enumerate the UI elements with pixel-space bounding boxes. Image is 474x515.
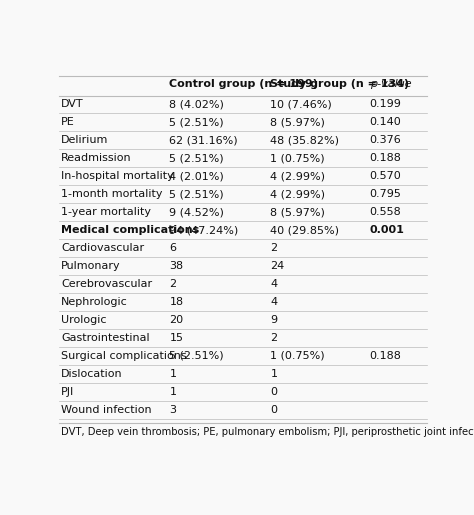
Text: 0.558: 0.558 (370, 207, 401, 217)
Text: 48 (35.82%): 48 (35.82%) (271, 135, 339, 145)
Text: 1: 1 (271, 369, 277, 379)
Text: Control group (n = 199): Control group (n = 199) (169, 78, 319, 89)
Text: In-hospital mortality: In-hospital mortality (61, 171, 174, 181)
Text: 5 (2.51%): 5 (2.51%) (169, 153, 224, 163)
Text: Nephrologic: Nephrologic (61, 297, 128, 307)
Text: 38: 38 (169, 261, 183, 271)
Text: 4 (2.01%): 4 (2.01%) (169, 171, 224, 181)
Text: 8 (4.02%): 8 (4.02%) (169, 99, 224, 110)
Text: 5 (2.51%): 5 (2.51%) (169, 117, 224, 127)
Text: Cardiovascular: Cardiovascular (61, 243, 144, 253)
Text: 4 (2.99%): 4 (2.99%) (271, 171, 326, 181)
Text: 0.001: 0.001 (370, 225, 404, 235)
Text: 1-year mortality: 1-year mortality (61, 207, 151, 217)
Text: 1 (0.75%): 1 (0.75%) (271, 153, 325, 163)
Text: 9: 9 (271, 315, 278, 325)
Text: Delirium: Delirium (61, 135, 109, 145)
Text: DVT, Deep vein thrombosis; PE, pulmonary embolism; PJI, periprosthetic joint inf: DVT, Deep vein thrombosis; PE, pulmonary… (61, 426, 474, 437)
Text: PE: PE (61, 117, 75, 127)
Text: 15: 15 (169, 333, 183, 343)
Text: 10 (7.46%): 10 (7.46%) (271, 99, 332, 110)
Text: 4: 4 (271, 279, 278, 289)
Text: 0.188: 0.188 (370, 153, 401, 163)
Text: 9 (4.52%): 9 (4.52%) (169, 207, 224, 217)
Text: 4: 4 (271, 297, 278, 307)
Text: 0: 0 (271, 405, 277, 415)
Text: 5 (2.51%): 5 (2.51%) (169, 189, 224, 199)
Text: 20: 20 (169, 315, 183, 325)
Text: Gastrointestinal: Gastrointestinal (61, 333, 150, 343)
Text: Medical complications: Medical complications (61, 225, 200, 235)
Text: 4 (2.99%): 4 (2.99%) (271, 189, 326, 199)
Text: 1-month mortality: 1-month mortality (61, 189, 163, 199)
Text: 0.376: 0.376 (370, 135, 401, 145)
Text: PJI: PJI (61, 387, 74, 397)
Text: 2: 2 (271, 333, 278, 343)
Text: 18: 18 (169, 297, 183, 307)
Text: Urologic: Urologic (61, 315, 107, 325)
Text: 2: 2 (271, 243, 278, 253)
Text: DVT: DVT (61, 99, 84, 110)
Text: Wound infection: Wound infection (61, 405, 152, 415)
Text: 8 (5.97%): 8 (5.97%) (271, 207, 325, 217)
Text: 6: 6 (169, 243, 176, 253)
Text: 62 (31.16%): 62 (31.16%) (169, 135, 238, 145)
Text: Dislocation: Dislocation (61, 369, 123, 379)
Text: 0.795: 0.795 (370, 189, 401, 199)
Text: Study group (n = 134): Study group (n = 134) (271, 78, 410, 89)
Text: p-value: p-value (370, 78, 411, 89)
Text: 24: 24 (271, 261, 285, 271)
Text: 0.140: 0.140 (370, 117, 401, 127)
Text: 0.199: 0.199 (370, 99, 401, 110)
Text: 3: 3 (169, 405, 176, 415)
Text: 0.570: 0.570 (370, 171, 401, 181)
Text: 0.188: 0.188 (370, 351, 401, 361)
Text: 2: 2 (169, 279, 177, 289)
Text: Cerebrovascular: Cerebrovascular (61, 279, 152, 289)
Text: 5 (2.51%): 5 (2.51%) (169, 351, 224, 361)
Text: Readmission: Readmission (61, 153, 132, 163)
Text: 1: 1 (169, 387, 176, 397)
Text: 94 (47.24%): 94 (47.24%) (169, 225, 239, 235)
Text: 40 (29.85%): 40 (29.85%) (271, 225, 339, 235)
Text: Surgical complications: Surgical complications (61, 351, 187, 361)
Text: 8 (5.97%): 8 (5.97%) (271, 117, 325, 127)
Text: 1: 1 (169, 369, 176, 379)
Text: Pulmonary: Pulmonary (61, 261, 121, 271)
Text: 0: 0 (271, 387, 277, 397)
Text: 1 (0.75%): 1 (0.75%) (271, 351, 325, 361)
